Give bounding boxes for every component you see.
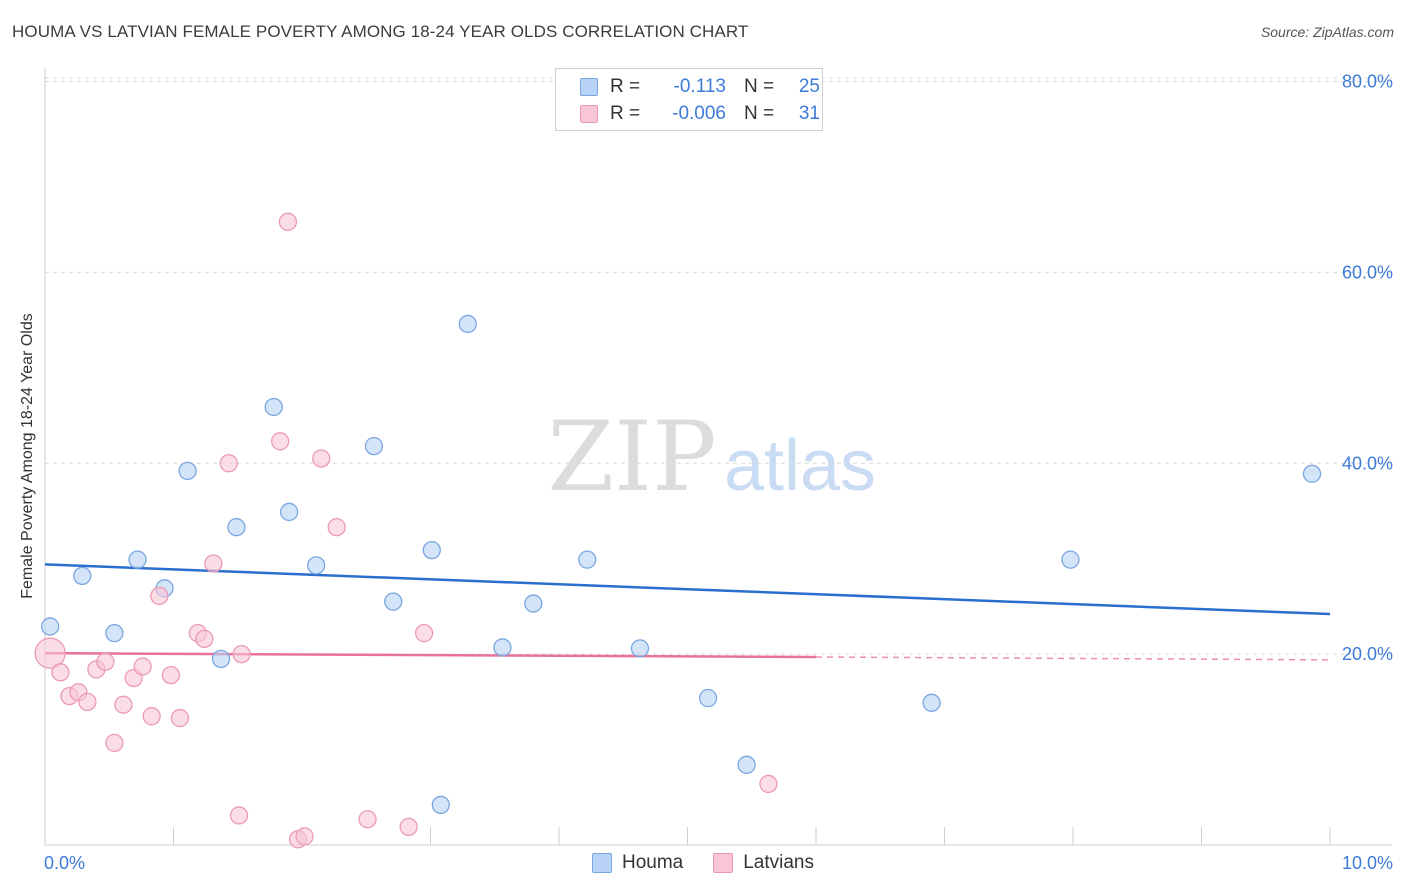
houma-legend-swatch: [591, 853, 612, 873]
houma-point: [630, 639, 650, 658]
latvians-point: [142, 707, 161, 726]
houma-point: [458, 314, 477, 334]
source-label: Source: ZipAtlas.com: [1260, 24, 1394, 40]
n-label: N =: [744, 76, 775, 97]
n-label: N =: [744, 103, 775, 124]
latvians-point: [312, 449, 331, 468]
legend-label-houma: Houma: [621, 852, 684, 873]
tick-labels: 20.0% 40.0% 60.0% 80.0% 0.0% 10.0%: [44, 72, 1393, 873]
latvians-point: [219, 454, 238, 473]
latvians-point: [51, 663, 70, 682]
watermark-atlas: atlas: [724, 426, 876, 506]
latvians-point: [229, 806, 249, 825]
houma-point: [128, 550, 147, 569]
houma-point: [73, 566, 92, 586]
houma-point: [211, 649, 231, 669]
data-points: [34, 212, 1322, 849]
latvians-point: [399, 817, 418, 837]
latvians-legend-swatch: [713, 853, 734, 873]
latvians-point: [96, 652, 115, 671]
houma-point: [306, 556, 326, 575]
stats-row-houma: R = -0.113 N = 25: [580, 75, 820, 99]
houma-point: [364, 436, 384, 456]
watermark-zip: ZIP: [547, 401, 716, 513]
latvians-point: [204, 554, 223, 573]
latvians-point: [195, 629, 214, 649]
latvians-trend-extension: [815, 656, 1331, 661]
houma-point: [1302, 464, 1322, 483]
latvians-point: [34, 637, 66, 669]
latvians-point: [295, 827, 314, 846]
latvians-point: [105, 733, 124, 753]
axes: [44, 68, 1392, 846]
houma-trend-line: [44, 563, 1331, 616]
latvians-point: [414, 623, 434, 643]
legend: Houma Latvians: [0, 852, 1406, 874]
stats-box: R = -0.113 N = 25 R = -0.006 N = 31: [555, 68, 823, 131]
trend-lines: [44, 563, 1331, 661]
legend-item-latvians[interactable]: Latvians: [713, 852, 814, 874]
grid: [45, 77, 1392, 655]
latvians-point: [358, 810, 377, 829]
houma-point: [40, 617, 60, 636]
houma-point: [524, 594, 543, 613]
x-tick-label: 10.0%: [1342, 853, 1393, 873]
latvians-point: [78, 692, 97, 712]
latvians-swatch: [580, 105, 598, 123]
legend-item-houma[interactable]: Houma: [591, 852, 684, 874]
houma-point: [178, 461, 197, 481]
houma-point: [431, 795, 450, 815]
houma-point: [422, 540, 441, 560]
latvians-point: [278, 212, 298, 231]
latvians-point: [133, 657, 152, 676]
chart-title: HOUMA VS LATVIAN FEMALE POVERTY AMONG 18…: [12, 22, 749, 41]
houma-point: [737, 755, 756, 774]
houma-point: [264, 397, 283, 417]
r-label: R =: [610, 76, 641, 97]
watermark: ZIP atlas: [547, 401, 876, 513]
latvians-point: [327, 518, 346, 537]
houma-point: [384, 592, 403, 611]
stats-row-latvians: R = -0.006 N = 31: [580, 102, 820, 126]
houma-swatch: [580, 78, 598, 96]
latvians-point: [161, 665, 181, 685]
houma-point: [493, 638, 512, 657]
x-tick-label: 0.0%: [44, 853, 85, 873]
r-value: -0.113: [673, 76, 726, 97]
y-tick-label: 80.0%: [1342, 72, 1393, 92]
houma-point: [279, 502, 299, 522]
n-value: 31: [798, 103, 820, 124]
latvians-trend-line: [44, 651, 817, 659]
houma-point: [922, 693, 941, 712]
latvians-point: [170, 708, 190, 728]
n-value: 25: [798, 76, 820, 97]
latvians-point: [114, 695, 133, 714]
houma-point: [578, 550, 597, 569]
r-label: R =: [610, 103, 641, 124]
latvians-point: [150, 586, 169, 606]
houma-point: [227, 518, 246, 537]
latvians-point: [759, 774, 778, 794]
legend-label-latvians: Latvians: [743, 852, 815, 873]
houma-point: [1061, 550, 1080, 569]
y-tick-label: 40.0%: [1342, 453, 1393, 473]
houma-point: [105, 623, 124, 643]
latvians-point: [232, 644, 251, 664]
latvians-point: [271, 432, 290, 451]
y-tick-label: 20.0%: [1342, 644, 1393, 664]
y-tick-label: 60.0%: [1342, 262, 1393, 282]
r-value: -0.006: [672, 103, 726, 124]
houma-point: [698, 688, 718, 708]
